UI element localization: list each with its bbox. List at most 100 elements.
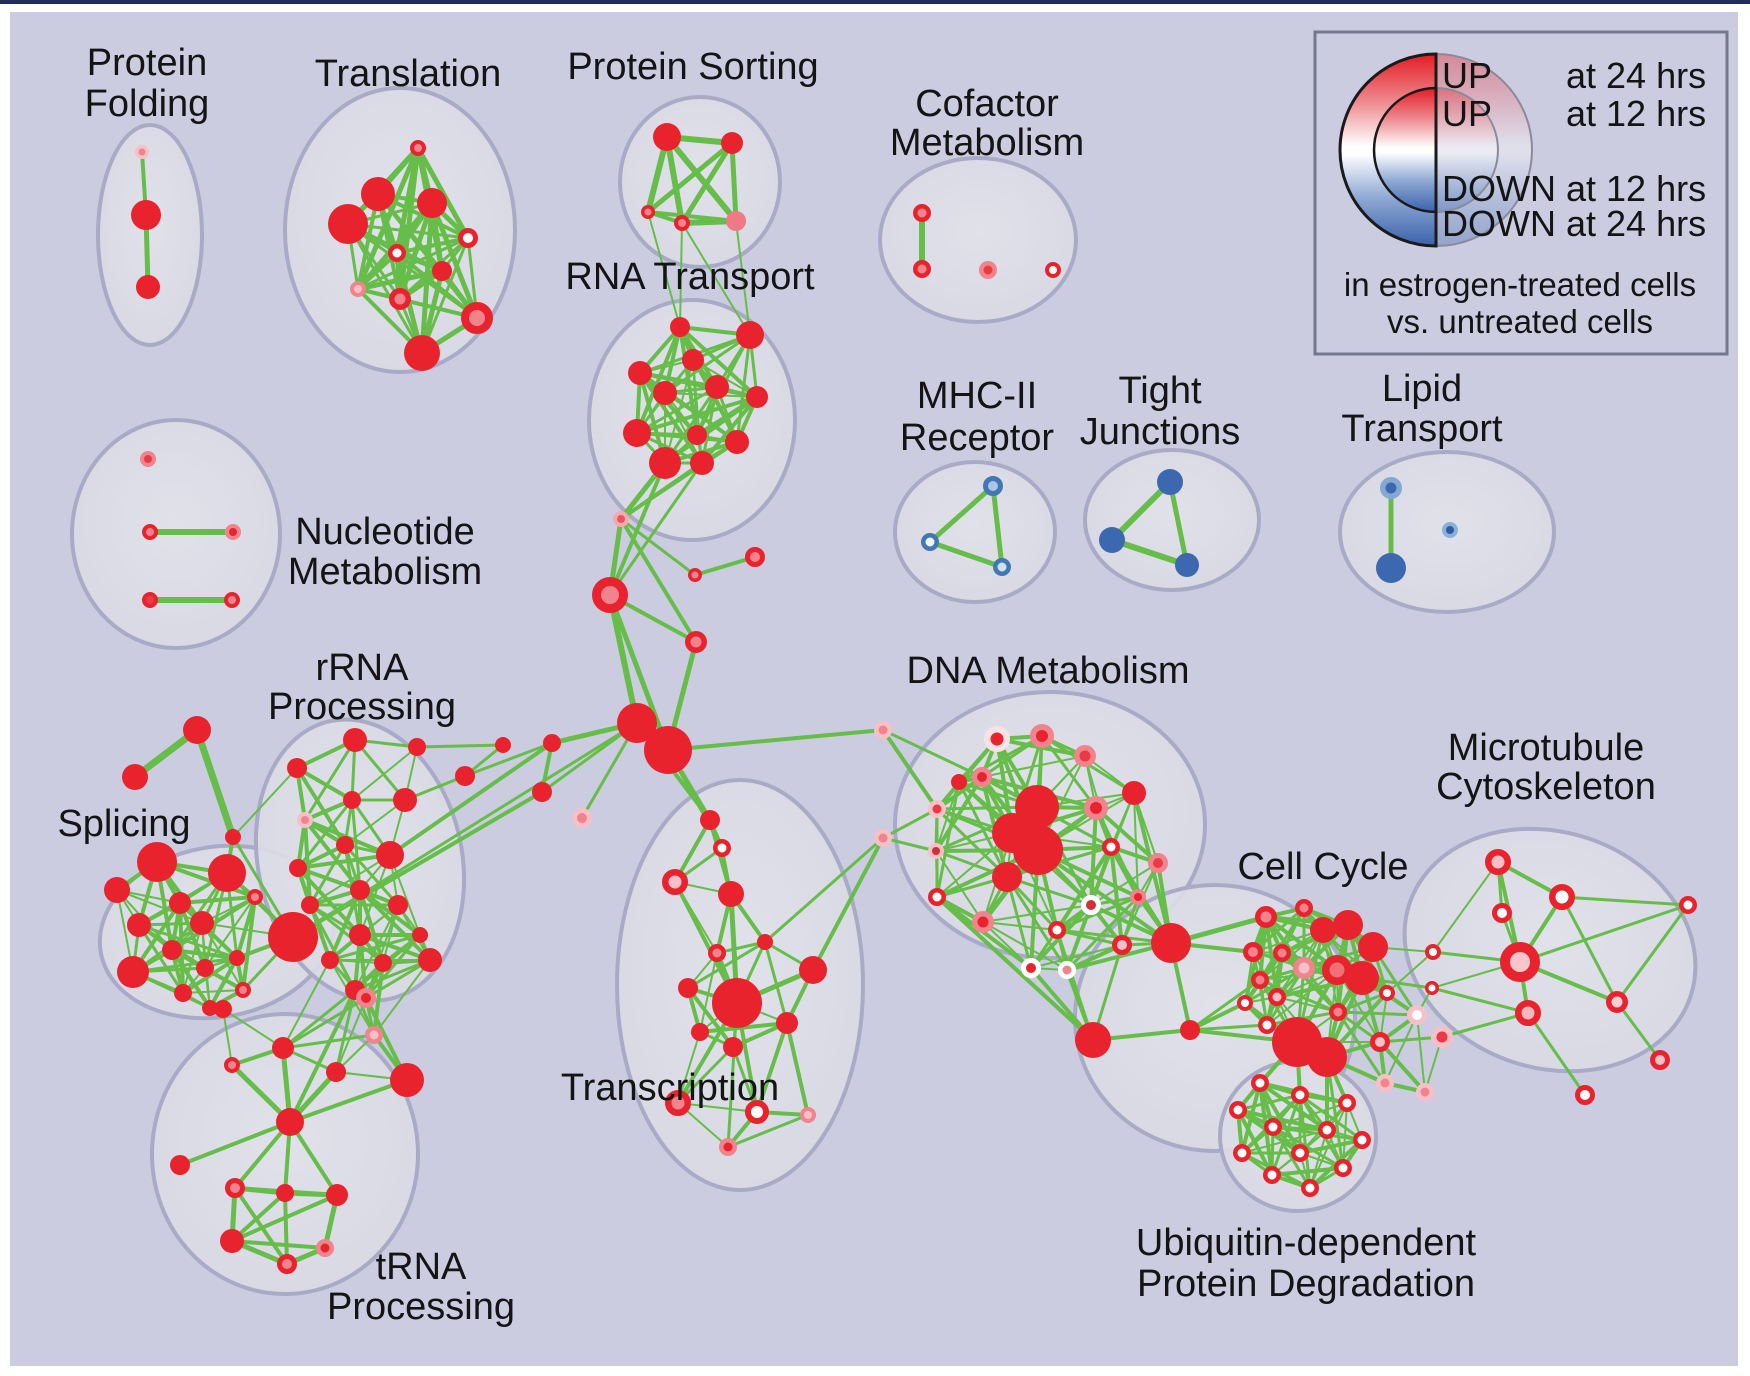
- node-nm-3: [142, 592, 158, 608]
- cluster-label-cc: Cell Cycle: [1237, 846, 1408, 888]
- edge-ub: [1271, 1125, 1345, 1170]
- node-c-8: [532, 782, 552, 802]
- edge-mt: [1615, 1000, 1662, 1062]
- edge-cc: [1378, 1040, 1427, 1094]
- edge-link: [619, 440, 739, 521]
- node-sp-10: [268, 912, 318, 962]
- node-ub-7: [1233, 1144, 1251, 1162]
- node-ub-11: [1301, 1179, 1319, 1197]
- node-rr-22: [356, 988, 376, 1008]
- node-mt-1: [1549, 884, 1575, 910]
- edge-rr: [353, 958, 432, 992]
- node-c-10: [455, 766, 475, 786]
- node-sp-12: [235, 982, 251, 998]
- edge-rr: [308, 843, 347, 907]
- node-ub-9: [1263, 1166, 1281, 1184]
- node-dm-22: [1112, 935, 1132, 955]
- node-pf-0: [135, 145, 149, 159]
- node-dm-16: [1130, 889, 1146, 905]
- node-dm-1: [1030, 724, 1054, 748]
- node-rr-17: [214, 1000, 232, 1018]
- node-cf-2: [979, 261, 997, 279]
- node-cc-17: [1379, 985, 1395, 1001]
- nodes-layer: [104, 123, 1697, 1274]
- node-rr-10: [301, 896, 319, 914]
- node-rr-3: [297, 812, 313, 828]
- edge-tr: [785, 1021, 810, 1117]
- node-tl-6: [432, 261, 452, 281]
- edge-rt: [635, 431, 739, 444]
- node-mhc-1: [921, 533, 939, 551]
- edge-tl: [420, 236, 470, 355]
- edge-rr: [296, 853, 392, 870]
- cluster-label-mt: Cytoskeleton: [1436, 766, 1656, 808]
- edge-rr: [328, 933, 422, 962]
- node-c-13: [874, 721, 892, 739]
- node-tr-11: [665, 1090, 691, 1116]
- edge-dm: [1089, 845, 1113, 907]
- node-lp-2: [1442, 522, 1458, 538]
- edge-ps: [679, 140, 735, 226]
- edge-mt: [1615, 903, 1690, 1004]
- edge-tr: [676, 1045, 735, 1105]
- edge-c: [693, 555, 757, 577]
- edge-rr: [308, 903, 357, 992]
- edge-link: [679, 222, 683, 328]
- node-cc-0: [1255, 906, 1277, 928]
- node-rt-0: [670, 317, 690, 337]
- edge-link: [232, 767, 298, 838]
- node-tri-2: [225, 829, 241, 845]
- node-ps-3: [674, 215, 690, 231]
- edge-sp: [170, 948, 239, 960]
- edge-rr: [351, 746, 418, 801]
- legend-time-label: at 24 hrs: [1566, 203, 1706, 244]
- node-rt-5: [653, 381, 677, 405]
- node-rr-19: [272, 1037, 294, 1059]
- node-mt-10: [1575, 1085, 1595, 1105]
- edge-c: [607, 592, 671, 753]
- edge-rr: [372, 961, 385, 1037]
- node-tl-3: [417, 188, 447, 218]
- node-tr-12: [745, 1100, 769, 1124]
- node-dm-18: [1081, 895, 1101, 915]
- cluster-label-mhc: MHC-II: [917, 375, 1037, 417]
- edge-link: [1386, 951, 1434, 994]
- node-rt-6: [746, 386, 768, 408]
- edge-rr: [295, 766, 354, 802]
- node-dm-13: [951, 774, 967, 790]
- node-cf-3: [1045, 262, 1061, 278]
- edge-rr: [353, 738, 407, 802]
- node-ub-0: [1251, 1074, 1269, 1092]
- cluster-label-nm: Metabolism: [288, 551, 482, 593]
- cluster-label-trna: tRNA: [376, 1246, 467, 1288]
- cluster-ellipse-mhc: [893, 460, 1057, 604]
- edge-tr: [726, 1113, 810, 1149]
- edge-sp: [204, 896, 256, 969]
- node-rt-7: [623, 419, 651, 447]
- node-rt-1: [736, 321, 764, 349]
- edge-link: [881, 728, 939, 811]
- node-sp-11: [174, 984, 192, 1002]
- edge-ps: [664, 134, 739, 224]
- edge-link: [735, 220, 751, 336]
- node-cc-2: [1310, 917, 1336, 943]
- node-tl-1: [361, 177, 395, 211]
- edge-mt: [1432, 861, 1499, 953]
- edge-cc: [1251, 906, 1306, 954]
- node-lp-0: [1380, 477, 1402, 499]
- node-tl-7: [350, 281, 366, 297]
- edge-tr: [755, 1021, 789, 1114]
- node-trna-4: [326, 1184, 348, 1206]
- node-rr-2: [408, 738, 426, 756]
- edge-rr: [303, 738, 357, 822]
- edge-ps: [645, 140, 735, 215]
- node-rr-1: [343, 728, 367, 752]
- edge-sp: [241, 895, 257, 992]
- cluster-label-mt: Microtubule: [1448, 727, 1644, 769]
- legend-circle-solid-half: [1372, 86, 1438, 214]
- edge-tl: [356, 236, 470, 291]
- edge-cc: [1276, 996, 1339, 1013]
- node-tr-9: [776, 1012, 798, 1034]
- edge-rr: [373, 959, 431, 1036]
